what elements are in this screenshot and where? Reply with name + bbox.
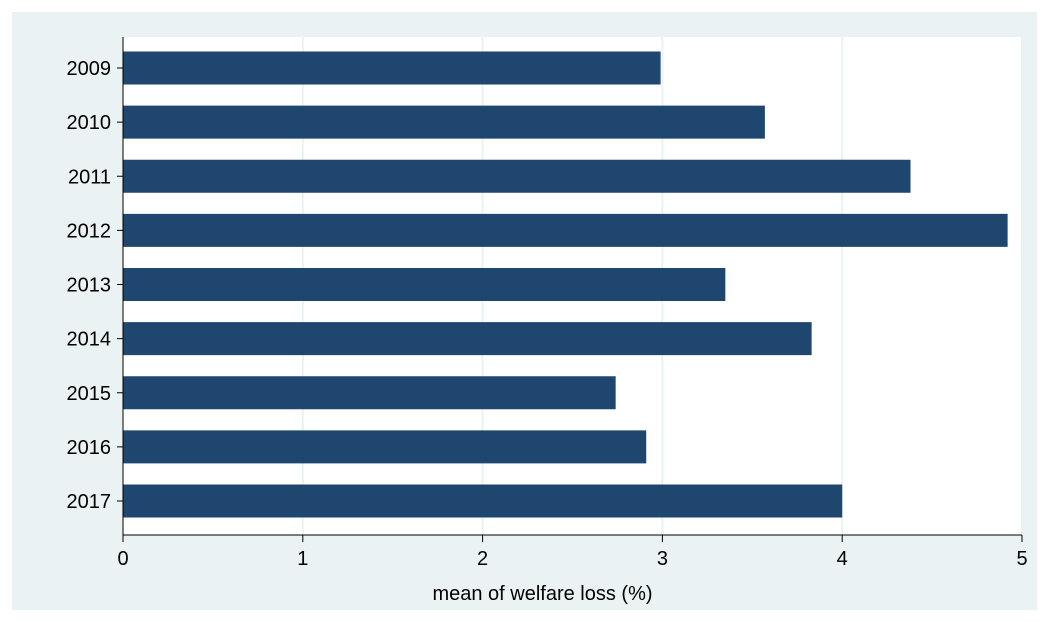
x-tick-label-3: 3 bbox=[657, 548, 668, 570]
bar-2014 bbox=[123, 322, 812, 356]
bar-2011 bbox=[123, 159, 911, 193]
bar-2010 bbox=[123, 105, 765, 139]
x-tick-label-5: 5 bbox=[1016, 548, 1027, 570]
x-tick-label-1: 1 bbox=[297, 548, 308, 570]
x-tick-label-0: 0 bbox=[117, 548, 128, 570]
y-tick-label-2015: 2015 bbox=[67, 383, 112, 405]
y-tick-label-2013: 2013 bbox=[67, 275, 112, 297]
x-tick-label-4: 4 bbox=[837, 548, 848, 570]
y-tick-label-2012: 2012 bbox=[67, 220, 112, 242]
bar-2009 bbox=[123, 51, 661, 85]
bar-2016 bbox=[123, 430, 647, 464]
x-axis-title: mean of welfare loss (%) bbox=[432, 583, 652, 605]
bar-chart: 2009 2010 2011 2012 2013 2014 2015 2016 2017 0 1 2 3… bbox=[67, 37, 1028, 605]
bar-2012 bbox=[123, 213, 1008, 247]
bar-2017 bbox=[123, 484, 843, 518]
bar-2015 bbox=[123, 376, 616, 410]
y-tick-label-2017: 2017 bbox=[67, 491, 112, 513]
x-tick-label-2: 2 bbox=[477, 548, 488, 570]
bars bbox=[123, 51, 1008, 518]
axes: 2009 2010 2011 2012 2013 2014 2015 2016 2017 0 1 2 3… bbox=[67, 37, 1028, 570]
chart-figure: 2009 2010 2011 2012 2013 2014 2015 2016 2017 0 1 2 3… bbox=[12, 12, 1037, 610]
bar-2013 bbox=[123, 268, 726, 301]
y-tick-label-2011: 2011 bbox=[68, 166, 111, 188]
y-tick-label-2016: 2016 bbox=[67, 437, 112, 459]
y-tick-label-2014: 2014 bbox=[67, 329, 112, 351]
y-tick-label-2009: 2009 bbox=[67, 58, 112, 80]
y-tick-label-2010: 2010 bbox=[67, 112, 112, 134]
